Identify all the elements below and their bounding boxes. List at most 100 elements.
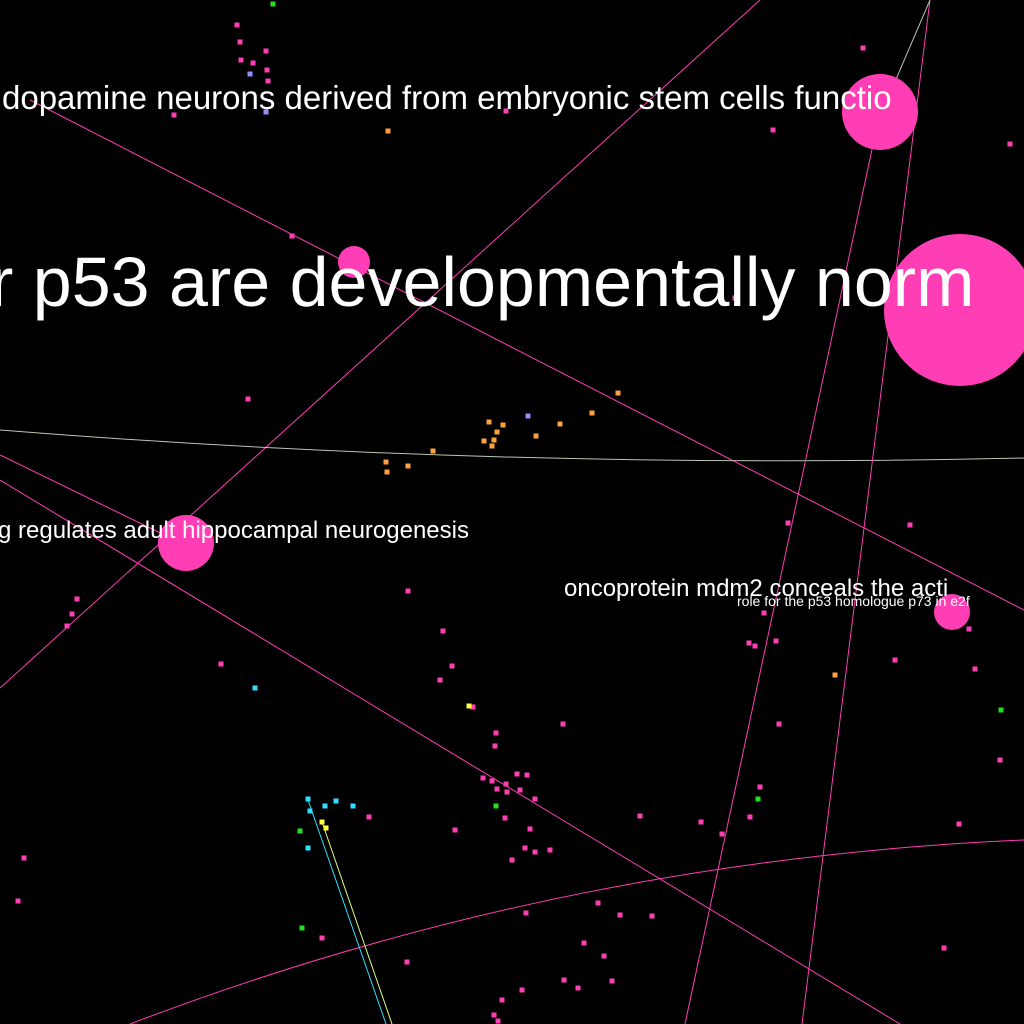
node-small[interactable] [589, 410, 595, 416]
node-small[interactable] [560, 721, 566, 727]
node-small[interactable] [595, 900, 601, 906]
node-small[interactable] [366, 814, 372, 820]
node-small[interactable] [532, 796, 538, 802]
node-small[interactable] [502, 815, 508, 821]
node-small[interactable] [649, 913, 655, 919]
node-small[interactable] [466, 703, 472, 709]
node-small[interactable] [698, 819, 704, 825]
node-small[interactable] [405, 588, 411, 594]
node-small[interactable] [264, 67, 270, 73]
node-small[interactable] [481, 438, 487, 444]
node-small[interactable] [832, 672, 838, 678]
node-small[interactable] [503, 781, 509, 787]
node-small[interactable] [440, 628, 446, 634]
node-small[interactable] [561, 977, 567, 983]
node-small[interactable] [404, 959, 410, 965]
node-small[interactable] [757, 784, 763, 790]
node-small[interactable] [64, 623, 70, 629]
node-small[interactable] [74, 596, 80, 602]
node-small[interactable] [252, 685, 258, 691]
node-small[interactable] [247, 71, 253, 77]
node-small[interactable] [495, 1018, 501, 1024]
node-small[interactable] [297, 828, 303, 834]
node-small[interactable] [732, 295, 738, 301]
node-small[interactable] [509, 857, 515, 863]
node-small[interactable] [437, 677, 443, 683]
node-small[interactable] [493, 803, 499, 809]
node-small[interactable] [547, 847, 553, 853]
node-small[interactable] [892, 657, 898, 663]
node-small[interactable] [557, 421, 563, 427]
node-small[interactable] [489, 778, 495, 784]
node-small[interactable] [319, 819, 325, 825]
node-large[interactable] [884, 234, 1024, 386]
label-adult-hippocampal-neurogenesis[interactable]: g regulates adult hippocampal neurogenes… [0, 517, 469, 544]
node-small[interactable] [449, 663, 455, 669]
node-small[interactable] [601, 953, 607, 959]
label-p53-developmentally-normal[interactable]: r p53 are developmentally norm [0, 243, 974, 321]
node-small[interactable] [494, 429, 500, 435]
node-small[interactable] [956, 821, 962, 827]
node-small[interactable] [21, 855, 27, 861]
node-small[interactable] [385, 128, 391, 134]
node-small[interactable] [575, 985, 581, 991]
node-small[interactable] [480, 775, 486, 781]
node-small[interactable] [617, 912, 623, 918]
node-small[interactable] [500, 422, 506, 428]
node-small[interactable] [299, 925, 305, 931]
node-small[interactable] [785, 520, 791, 526]
node-small[interactable] [383, 459, 389, 465]
node-small[interactable] [486, 419, 492, 425]
node-large[interactable] [338, 246, 370, 278]
node-small[interactable] [776, 721, 782, 727]
node-small[interactable] [15, 898, 21, 904]
node-small[interactable] [746, 640, 752, 646]
label-p73-e2f[interactable]: role for the p53 homologue p73 in e2f [737, 593, 970, 609]
node-small[interactable] [504, 789, 510, 795]
node-small[interactable] [972, 666, 978, 672]
node-small[interactable] [234, 22, 240, 28]
node-small[interactable] [609, 978, 615, 984]
node-small[interactable] [499, 997, 505, 1003]
node-small[interactable] [323, 825, 329, 831]
node-small[interactable] [405, 463, 411, 469]
node-small[interactable] [430, 448, 436, 454]
node-small[interactable] [527, 826, 533, 832]
node-large[interactable] [842, 74, 918, 150]
node-small[interactable] [171, 112, 177, 118]
node-small[interactable] [289, 233, 295, 239]
node-small[interactable] [615, 390, 621, 396]
node-small[interactable] [533, 433, 539, 439]
node-small[interactable] [581, 940, 587, 946]
node-small[interactable] [493, 730, 499, 736]
node-small[interactable] [494, 786, 500, 792]
node-small[interactable] [747, 814, 753, 820]
node-small[interactable] [238, 57, 244, 63]
node-small[interactable] [237, 39, 243, 45]
node-small[interactable] [384, 469, 390, 475]
node-small[interactable] [907, 522, 913, 528]
node-small[interactable] [524, 772, 530, 778]
node-small[interactable] [491, 437, 497, 443]
node-small[interactable] [305, 796, 311, 802]
node-large[interactable] [158, 515, 214, 571]
node-small[interactable] [489, 443, 495, 449]
node-small[interactable] [305, 845, 311, 851]
node-small[interactable] [860, 45, 866, 51]
node-small[interactable] [998, 707, 1004, 713]
node-small[interactable] [773, 638, 779, 644]
node-small[interactable] [522, 845, 528, 851]
node-small[interactable] [997, 757, 1003, 763]
node-small[interactable] [265, 78, 271, 84]
node-small[interactable] [322, 803, 328, 809]
node-small[interactable] [218, 661, 224, 667]
node-small[interactable] [525, 413, 531, 419]
node-small[interactable] [532, 849, 538, 855]
node-small[interactable] [941, 945, 947, 951]
node-small[interactable] [761, 610, 767, 616]
node-small[interactable] [503, 108, 509, 114]
node-small[interactable] [491, 1012, 497, 1018]
node-small[interactable] [1007, 141, 1013, 147]
label-dopamine-neurons[interactable]: dopamine neurons derived from embryonic … [2, 79, 892, 116]
